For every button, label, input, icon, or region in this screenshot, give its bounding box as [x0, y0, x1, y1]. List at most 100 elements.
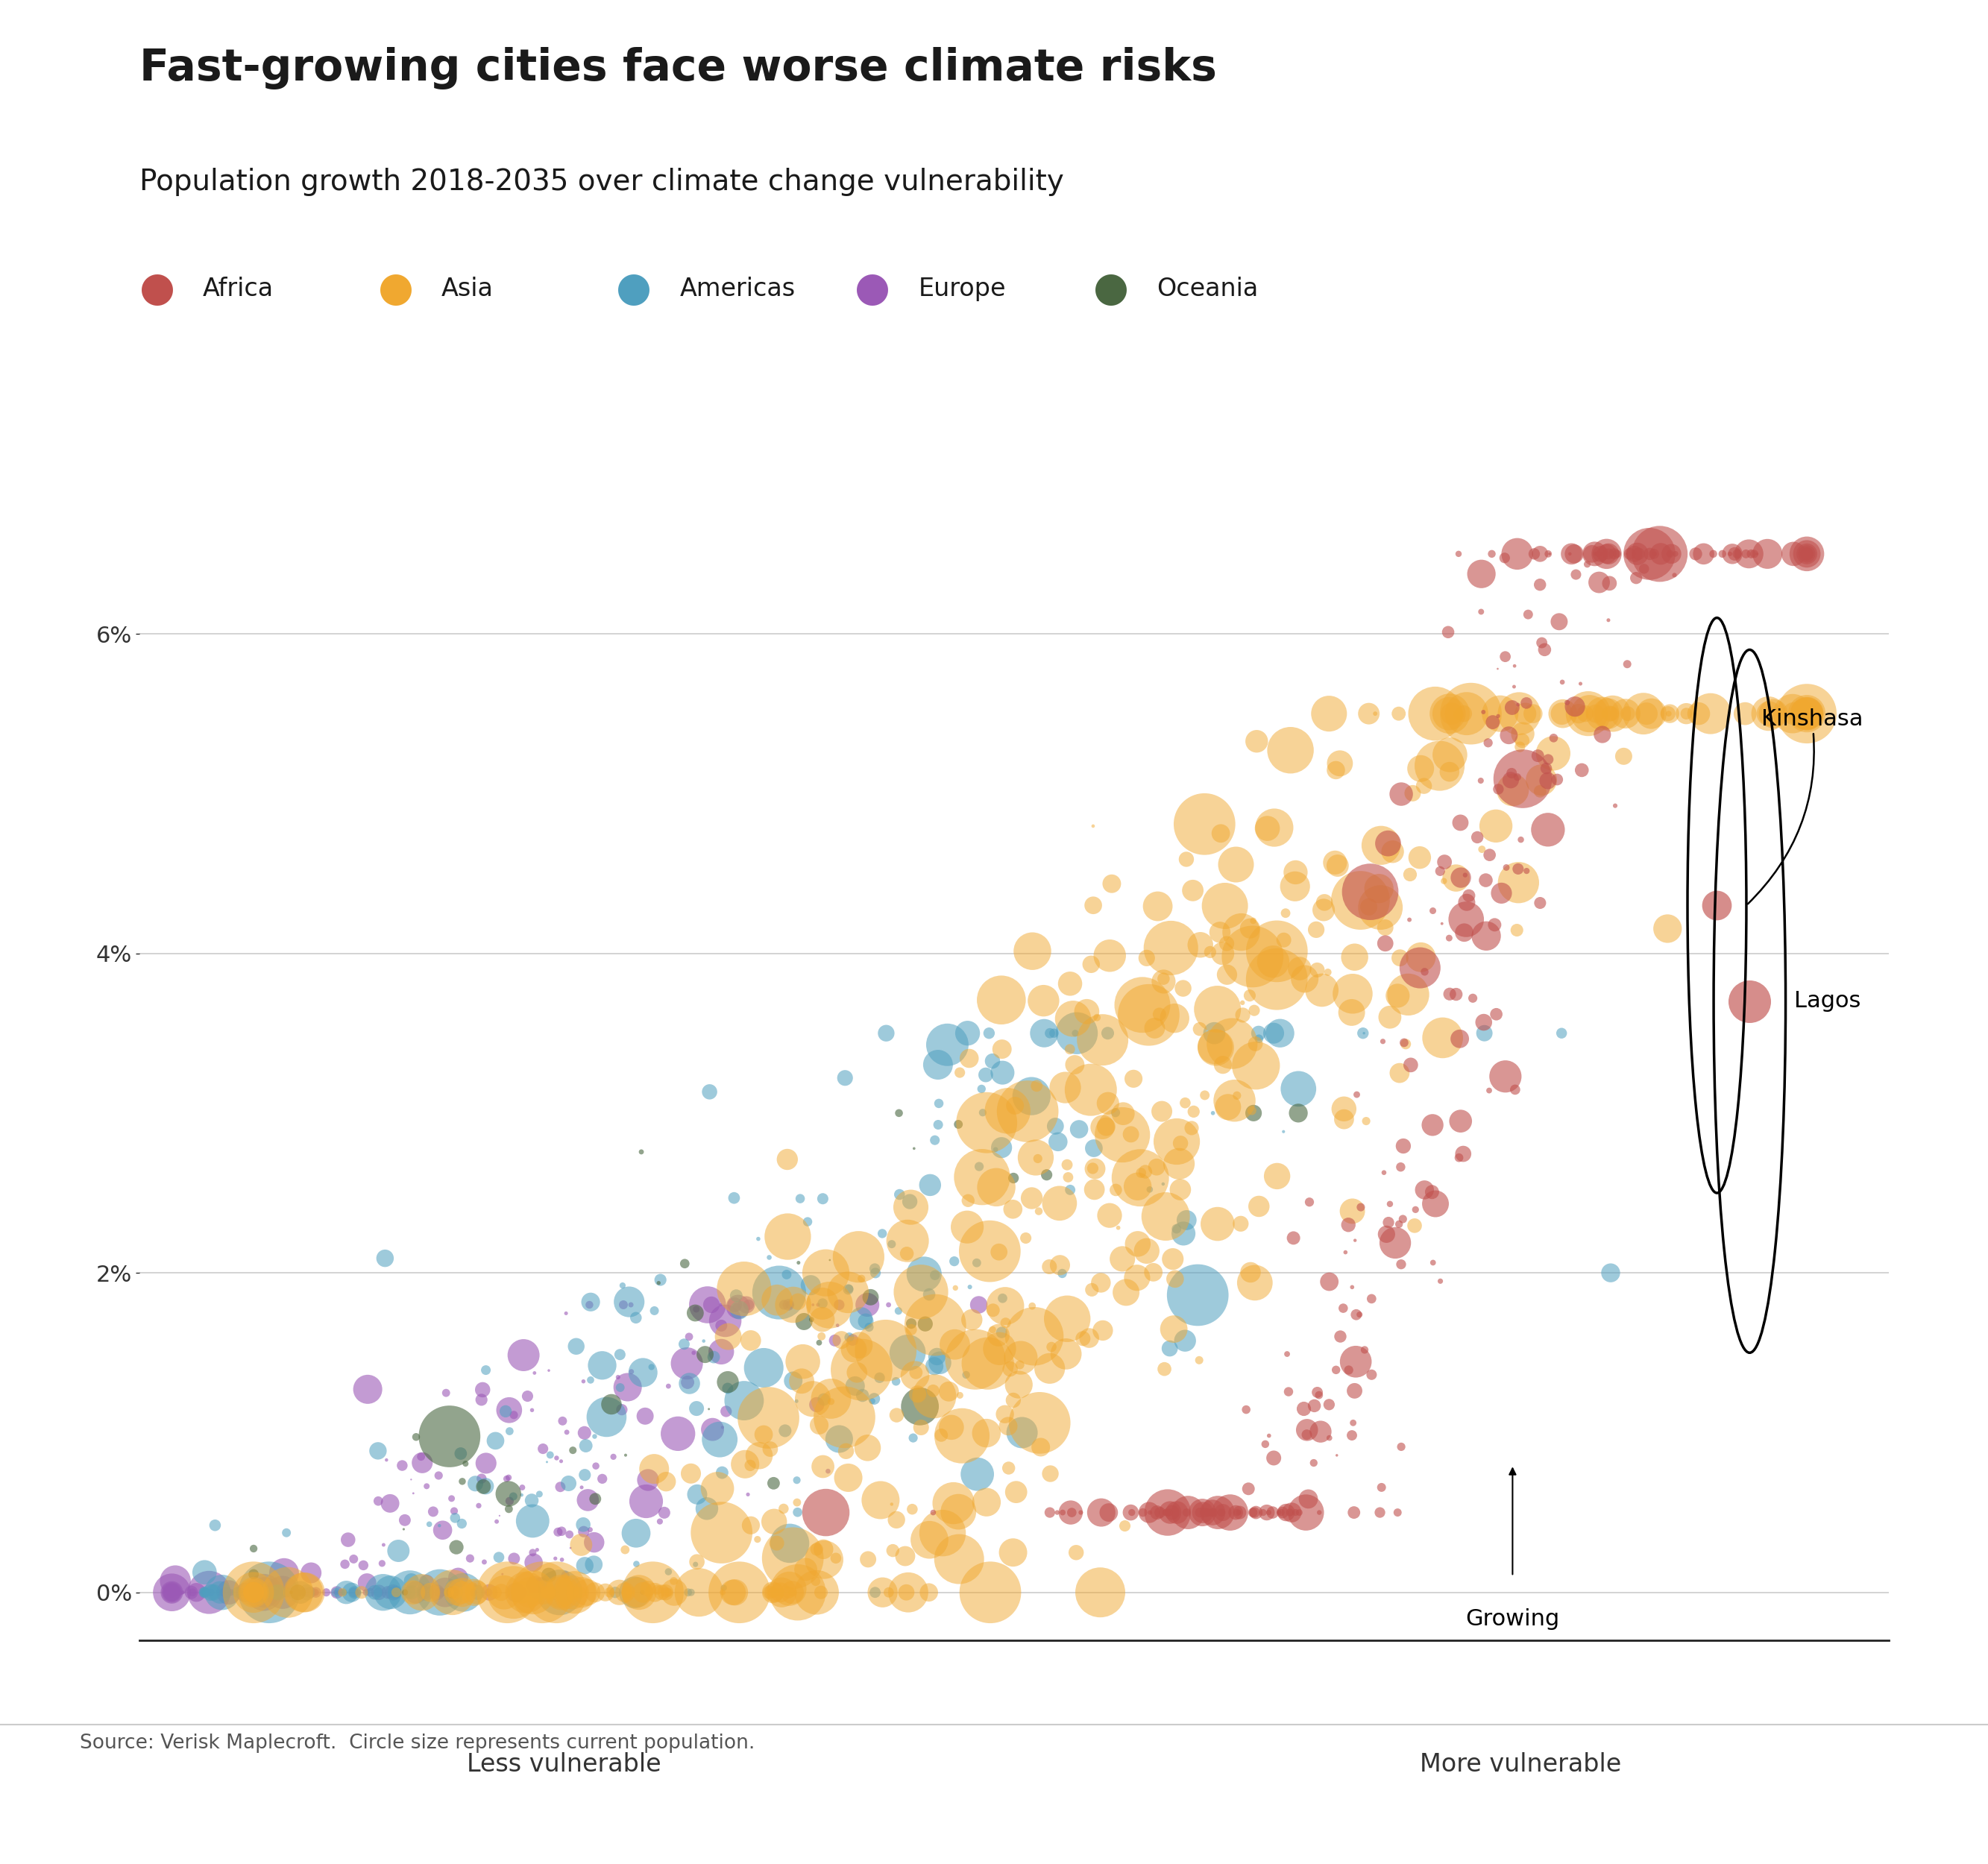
Point — [1688, 539, 1720, 569]
Point — [855, 1282, 887, 1312]
Point — [1270, 1338, 1302, 1368]
Point — [1525, 777, 1557, 807]
Point — [1274, 1497, 1306, 1527]
Point — [920, 1342, 952, 1372]
Point — [155, 1577, 187, 1607]
Point — [696, 1290, 728, 1320]
Point — [1576, 539, 1608, 569]
Point — [909, 1260, 940, 1290]
Point — [877, 1228, 909, 1258]
Point — [1340, 1079, 1372, 1109]
Point — [742, 1225, 773, 1254]
Point — [980, 1135, 1012, 1165]
Point — [1559, 692, 1590, 721]
Point — [155, 1577, 187, 1607]
Point — [1189, 1081, 1221, 1111]
Point — [984, 1335, 1016, 1364]
Point — [467, 1376, 499, 1405]
Point — [708, 1573, 740, 1603]
Point — [889, 1542, 920, 1571]
Point — [1052, 1303, 1083, 1333]
Point — [211, 1577, 243, 1607]
Point — [1652, 699, 1684, 729]
Point — [155, 1577, 187, 1607]
Point — [1348, 1335, 1380, 1364]
Point — [789, 1555, 821, 1584]
Point — [1356, 1361, 1388, 1391]
Point — [1147, 967, 1179, 997]
Point — [833, 1322, 865, 1351]
Point — [742, 1525, 773, 1555]
Point — [761, 1284, 793, 1314]
Point — [1431, 617, 1463, 647]
Point — [765, 1577, 797, 1607]
Point — [1288, 1394, 1320, 1424]
Point — [1722, 539, 1753, 569]
Point — [352, 1374, 384, 1404]
Point — [1085, 1268, 1117, 1297]
Point — [1302, 1377, 1334, 1407]
Point — [598, 1577, 630, 1607]
Point — [1145, 1497, 1177, 1527]
Point — [406, 1577, 437, 1607]
Point — [706, 1517, 738, 1547]
Point — [1485, 699, 1517, 729]
Point — [859, 1254, 891, 1284]
Point — [620, 1303, 652, 1333]
Point — [155, 1577, 187, 1607]
Point — [390, 1506, 421, 1536]
Point — [1024, 1407, 1056, 1437]
Point — [612, 1286, 644, 1316]
Point — [1077, 1154, 1109, 1184]
Point — [1370, 913, 1402, 943]
Point — [821, 1310, 853, 1340]
Point — [1791, 539, 1823, 569]
Point — [986, 1035, 1018, 1064]
Point — [1465, 835, 1497, 865]
Point — [638, 1454, 670, 1484]
Point — [652, 1372, 684, 1402]
Point — [1547, 667, 1578, 697]
Point — [1147, 964, 1179, 994]
Point — [439, 1502, 471, 1532]
Point — [412, 1471, 443, 1501]
Point — [511, 1577, 543, 1607]
Point — [380, 1577, 412, 1607]
Point — [481, 1506, 513, 1536]
Point — [1638, 539, 1670, 569]
Point — [952, 1212, 984, 1241]
Point — [803, 1411, 835, 1441]
Point — [1018, 1322, 1050, 1351]
Point — [1237, 1096, 1268, 1126]
Point — [1107, 1243, 1139, 1273]
Point — [398, 1577, 429, 1607]
Point — [1211, 928, 1242, 958]
Point — [362, 1577, 394, 1607]
Point — [239, 1577, 270, 1607]
Point — [447, 1467, 479, 1497]
Point — [586, 1463, 618, 1493]
Point — [575, 1515, 606, 1545]
Point — [1791, 539, 1823, 569]
Point — [205, 1577, 237, 1607]
Point — [565, 1577, 596, 1607]
Point — [706, 1413, 738, 1443]
Point — [1282, 1074, 1314, 1103]
Point — [290, 1577, 322, 1607]
Point — [1141, 1152, 1173, 1182]
Point — [590, 1402, 622, 1432]
Point — [763, 1277, 795, 1307]
Point — [338, 1543, 370, 1573]
Point — [270, 1517, 302, 1547]
Point — [974, 1018, 1006, 1048]
Point — [155, 1577, 187, 1607]
Point — [1694, 699, 1726, 729]
Point — [938, 1329, 970, 1359]
Point — [567, 1366, 598, 1396]
Point — [682, 1480, 714, 1510]
Point — [837, 1325, 869, 1355]
Point — [1268, 925, 1300, 954]
Point — [551, 1299, 582, 1329]
Point — [1392, 980, 1423, 1010]
Point — [777, 1577, 809, 1607]
